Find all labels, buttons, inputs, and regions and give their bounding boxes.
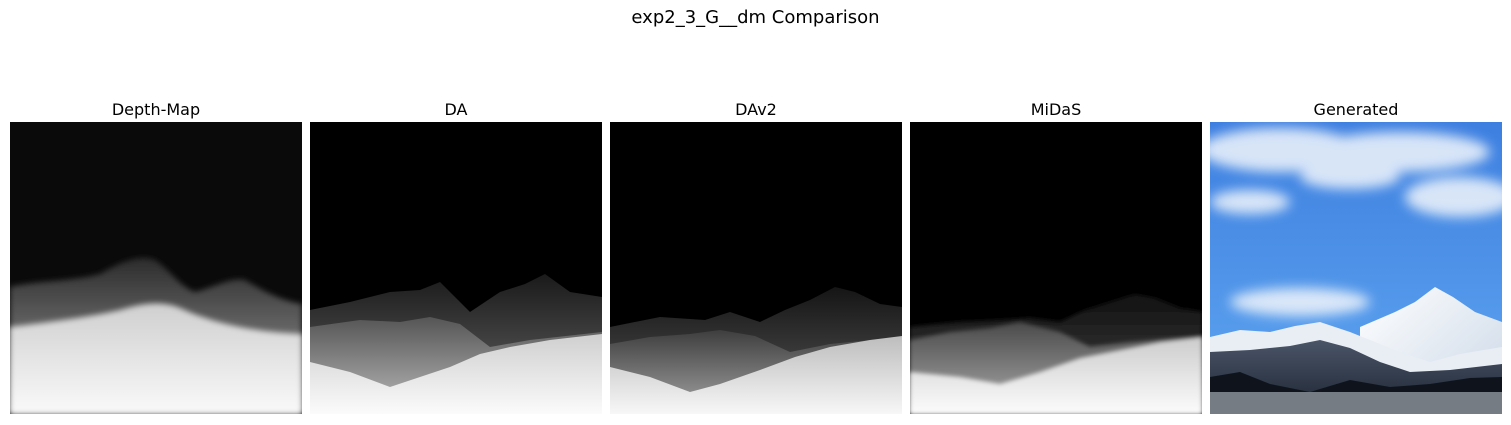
- figure-title: exp2_3_G__dm Comparison: [631, 7, 880, 28]
- generated-mountain-image: [1210, 122, 1502, 414]
- depth-map-image: [10, 122, 302, 414]
- panel-generated: Generated: [1210, 98, 1502, 414]
- panel-title-generated: Generated: [1313, 100, 1399, 119]
- panel-title-da: DA: [444, 100, 468, 119]
- panel-dav2: DAv2: [610, 98, 902, 414]
- dav2-depth-image: [610, 122, 902, 414]
- panel-midas: MiDaS: [910, 98, 1202, 414]
- panel-title-midas: MiDaS: [1030, 100, 1082, 119]
- panel-da: DA: [310, 98, 602, 414]
- midas-depth-image: [910, 122, 1202, 414]
- da-depth-image: [310, 122, 602, 414]
- panel-title-dav2: DAv2: [735, 100, 777, 119]
- panel-depth-map: Depth-Map: [10, 98, 302, 414]
- panel-title-depth-map: Depth-Map: [111, 100, 201, 119]
